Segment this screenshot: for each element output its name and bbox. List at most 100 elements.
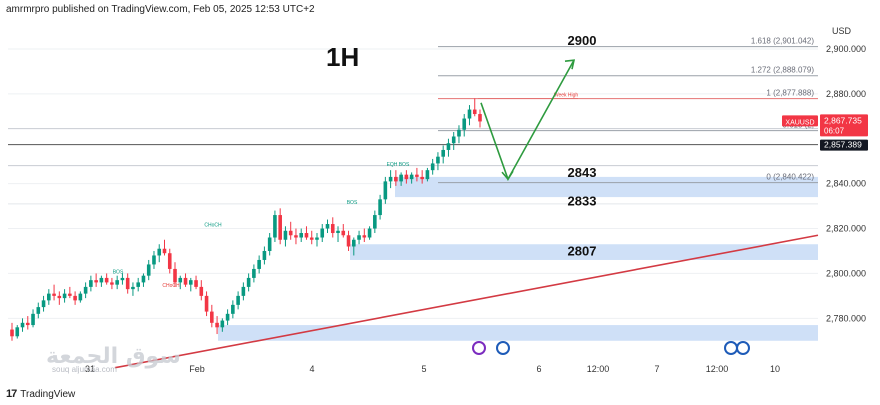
candle xyxy=(346,230,351,251)
candle-body xyxy=(441,149,445,157)
candle-body xyxy=(436,156,440,164)
candle xyxy=(273,210,277,242)
candle-body xyxy=(57,295,62,299)
candle-body xyxy=(210,311,214,323)
support-zone xyxy=(218,325,818,341)
candle-body xyxy=(357,235,361,240)
candle xyxy=(457,125,461,144)
candle xyxy=(304,226,309,240)
candle xyxy=(236,291,240,310)
candle-body xyxy=(430,163,435,171)
candle xyxy=(399,172,403,186)
time-tick-label: 5 xyxy=(421,364,426,374)
price-tick-label: 2,800.000 xyxy=(826,268,866,278)
candle xyxy=(294,228,298,245)
candle xyxy=(94,273,98,287)
candle-body xyxy=(125,277,130,290)
candle xyxy=(362,228,367,242)
candle xyxy=(68,286,72,299)
watermark-subtext: souq aljumaa.com xyxy=(52,365,117,374)
fib-level-label: 1.618 (2,901.042) xyxy=(751,37,814,46)
economic-event-icon xyxy=(724,341,738,355)
structure-annotation: BOS xyxy=(399,162,410,168)
candle-body xyxy=(446,143,451,150)
candle-body xyxy=(178,277,183,283)
candle xyxy=(351,237,356,256)
candle xyxy=(336,226,340,242)
candle xyxy=(341,224,346,238)
candle xyxy=(125,273,130,294)
candle xyxy=(146,259,151,281)
structure-annotation: CHoCH xyxy=(162,283,180,289)
price-tick-label: 2,840.000 xyxy=(826,179,866,189)
candle xyxy=(472,98,477,117)
candle xyxy=(467,105,472,126)
candle xyxy=(210,304,214,328)
trend-line-layer xyxy=(114,234,819,369)
candle-body xyxy=(15,327,20,337)
candle-body xyxy=(315,237,319,240)
candle-body xyxy=(278,215,282,240)
candle-body xyxy=(367,228,372,238)
candle-body xyxy=(252,268,256,278)
candle xyxy=(404,170,409,184)
candle xyxy=(157,244,162,263)
price-tick-label: 2,820.000 xyxy=(826,224,866,234)
time-axis[interactable]: 31 Feb 4 5 6 12:00 7 12:00 10 xyxy=(85,341,780,374)
level-label: 2833 xyxy=(568,193,597,208)
candle xyxy=(73,291,77,305)
candle xyxy=(299,228,304,242)
candle-body xyxy=(472,109,477,115)
candle-body xyxy=(457,129,461,137)
fib-level-label: 1.272 (2,888.079) xyxy=(751,66,814,75)
candle xyxy=(120,273,125,285)
candle xyxy=(220,318,225,332)
structure-annotation: BOS xyxy=(347,200,358,206)
candle-body xyxy=(304,233,309,238)
symbol-badge-label: XAUUSD xyxy=(785,119,814,126)
price-tick-label: 2,880.000 xyxy=(826,89,866,99)
candle-body xyxy=(183,277,188,285)
candle xyxy=(309,230,314,245)
annotations: Week High BOS BOS CHoCH BOS CHoCH EQH xyxy=(113,93,579,290)
level-label: 2900 xyxy=(568,33,597,48)
candle xyxy=(89,275,93,292)
candle xyxy=(267,233,272,256)
candle xyxy=(36,302,41,319)
candle-body xyxy=(330,224,335,234)
candle-body xyxy=(288,230,293,236)
support-zones xyxy=(218,176,818,341)
time-tick-label: Feb xyxy=(189,364,205,374)
watermark-logo: سوق الجمعة xyxy=(46,344,181,369)
candle xyxy=(225,309,230,326)
last-close-value: 2,857.389 xyxy=(824,140,862,150)
candle-body xyxy=(141,275,146,283)
candle xyxy=(320,224,325,242)
candle-body xyxy=(420,176,424,180)
candle xyxy=(115,275,119,290)
candle xyxy=(188,277,193,292)
arrow-head-up xyxy=(564,59,576,70)
candle xyxy=(383,176,388,204)
horizontal-levels: 1.618 (2,901.042) 1.272 (2,888.079) 1 (2,8… xyxy=(8,33,818,259)
time-tick-label: 4 xyxy=(309,364,314,374)
candle xyxy=(194,275,198,290)
candle xyxy=(436,152,440,171)
price-axis[interactable]: USD 2,900.000 2,880.000 2,840.000 2,820.000 2… xyxy=(782,26,868,323)
structure-annotation: BOS xyxy=(113,270,124,276)
candle-body xyxy=(273,215,277,238)
candle-body xyxy=(120,277,125,281)
candle xyxy=(373,210,377,234)
tradingview-brand[interactable]: TradingView xyxy=(20,388,76,400)
price-badge xyxy=(820,114,868,137)
candle-body xyxy=(131,286,135,290)
candle xyxy=(325,219,330,234)
structure-annotation: CHoCH xyxy=(204,223,222,229)
candle xyxy=(231,300,235,319)
candle-body xyxy=(89,280,93,287)
candle-body xyxy=(62,293,67,299)
support-zone xyxy=(395,176,818,198)
fib-level-label: 0 (2,840.422) xyxy=(766,173,814,182)
candle-body xyxy=(136,282,141,287)
